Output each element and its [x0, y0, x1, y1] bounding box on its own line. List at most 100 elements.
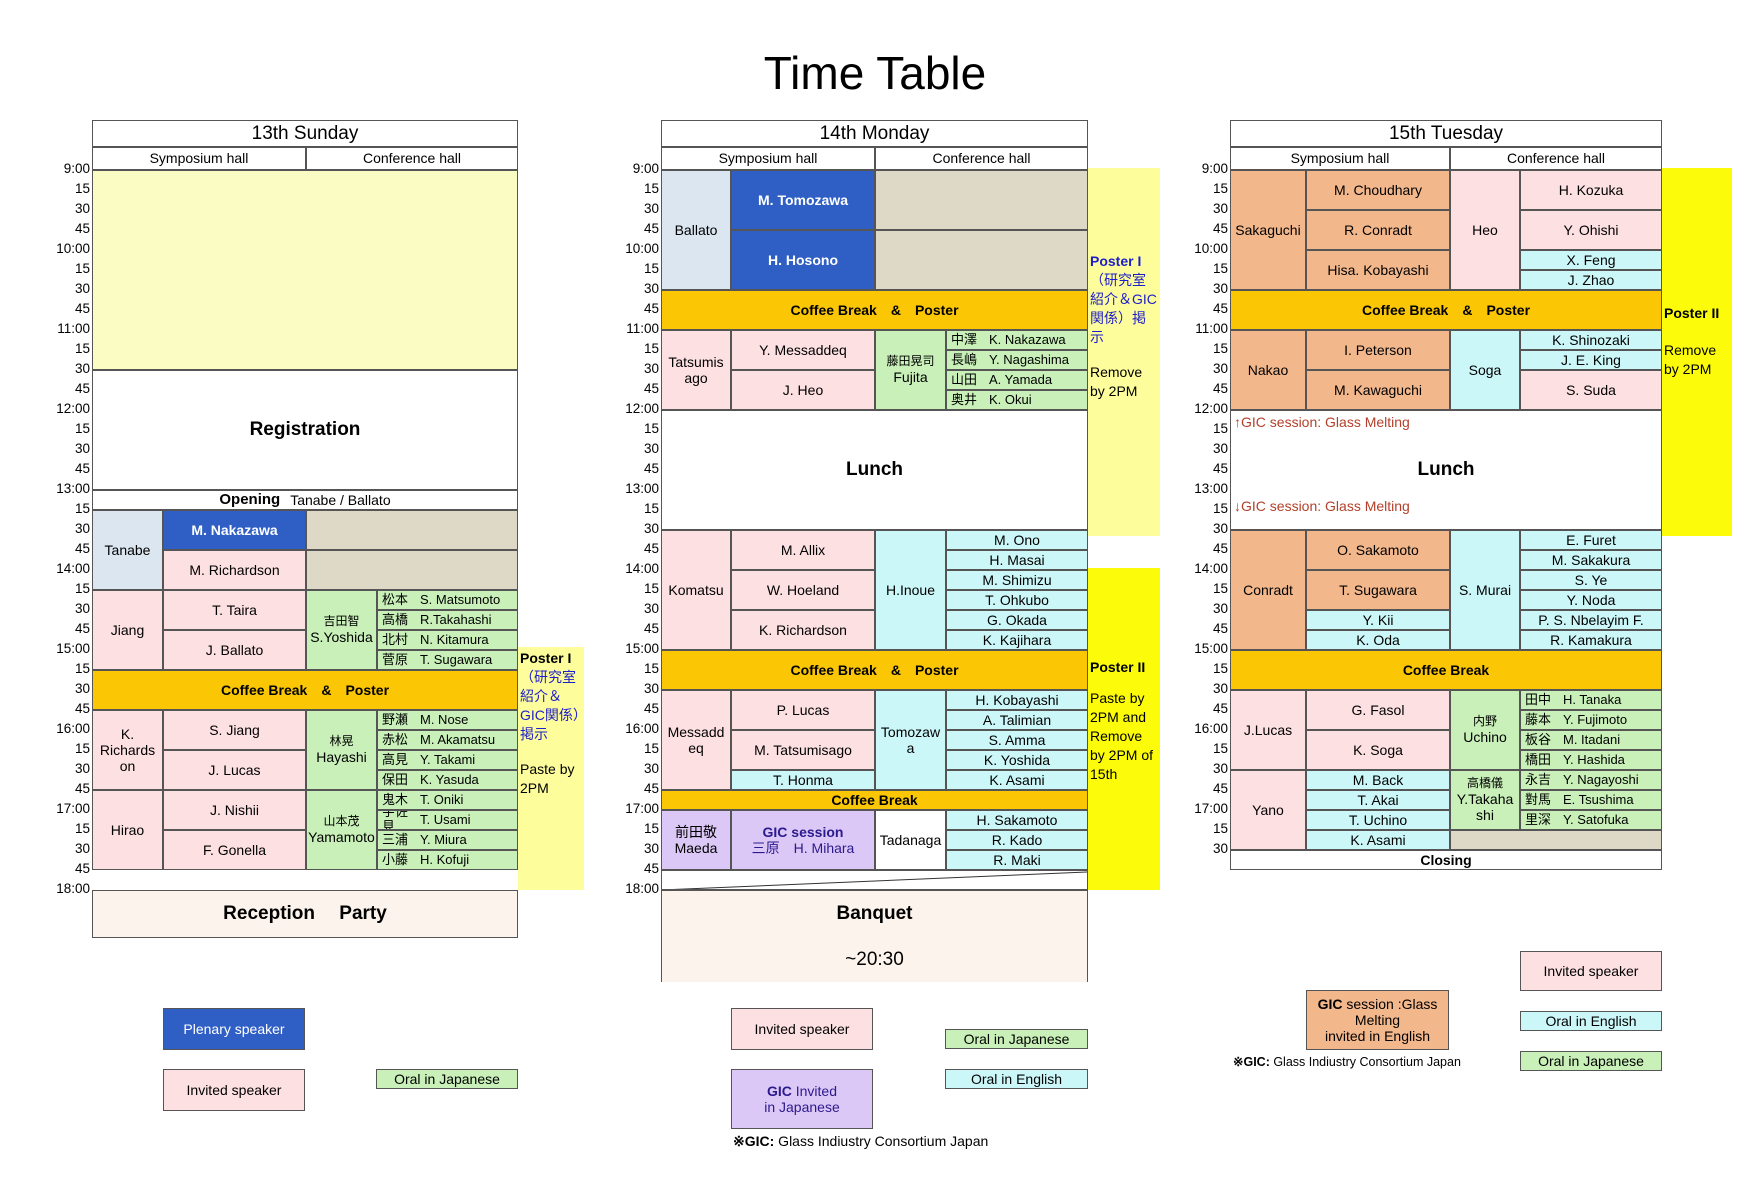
en-name: K. Yasuda — [420, 771, 479, 787]
oral-talk: H. Sakamoto — [946, 810, 1088, 830]
poster-panel: Poster II Remove by 2PM — [1662, 168, 1732, 536]
session-chair: Yano — [1230, 770, 1306, 850]
en-name: Y. Nagashima — [989, 351, 1069, 367]
time-label: 45 — [1212, 301, 1228, 316]
reception: Reception Party — [92, 890, 518, 938]
time-label: 17:00 — [56, 801, 90, 816]
oral-talk: K. Asami — [946, 770, 1088, 790]
jp-name: 菅原 — [382, 651, 409, 667]
time-label: 30 — [74, 681, 90, 696]
session-chair: Jiang — [92, 590, 163, 670]
invited-talk: M. Tatsumisago — [731, 730, 875, 770]
en-name: K. Nakazawa — [989, 331, 1066, 347]
legend-oral-en: Oral in English — [945, 1069, 1088, 1089]
time-label: 15 — [74, 341, 90, 356]
jp-name: 山田 — [951, 371, 978, 387]
en-name: Yamamoto — [308, 828, 375, 845]
time-label: 13:00 — [1194, 481, 1228, 496]
oral-talk: 橋田 Y. Hashida — [1520, 750, 1662, 770]
en-name: A. Yamada — [989, 371, 1053, 387]
en-name: K. Okui — [989, 391, 1032, 407]
time-label: 15 — [643, 741, 659, 756]
oral-talk: A. Talimian — [946, 710, 1088, 730]
day-header: 15th Tuesday — [1230, 120, 1662, 147]
time-label: 45 — [74, 541, 90, 556]
jp-name: 宇佐見 — [382, 810, 409, 830]
plenary-talk: H. Hosono — [731, 230, 875, 290]
empty-slot — [875, 170, 1088, 230]
time-label: 15 — [74, 181, 90, 196]
session-chair: S. Murai — [1450, 530, 1520, 650]
jp-name: 赤松 — [382, 731, 409, 747]
jp-name: 長嶋 — [951, 351, 978, 367]
poster-panel: Poster I （研究室紹介＆GIC関係）掲示 Paste by 2PM — [518, 647, 584, 890]
time-label: 30 — [74, 841, 90, 856]
oral-talk: Y. Kii — [1306, 610, 1450, 630]
poster-note: Paste by 2PM — [520, 761, 575, 796]
gic-talk: Hisa. Kobayashi — [1306, 250, 1450, 290]
footnote-rest: Glass Indiustry Consortium Japan — [774, 1133, 989, 1149]
coffee-break: Coffee Break & Poster — [661, 650, 1088, 690]
oral-talk: K. Kajihara — [946, 630, 1088, 650]
time-label: 11:00 — [57, 321, 90, 336]
day-header: 14th Monday — [661, 120, 1088, 147]
time-label: 15:00 — [56, 641, 90, 656]
oral-talk: T. Honma — [731, 770, 875, 790]
banquet-label: Banquet — [836, 902, 913, 924]
registration: Registration — [92, 370, 518, 490]
time-label: 45 — [1212, 541, 1228, 556]
en-name: M. Itadani — [1563, 731, 1621, 747]
legend-oral-jp: Oral in Japanese — [945, 1029, 1088, 1049]
oral-talk: 中澤 K. Nakazawa — [946, 330, 1088, 350]
empty-slot — [875, 230, 1088, 290]
invited-talk: S. Jiang — [163, 710, 306, 750]
lunch: Lunch — [1230, 410, 1662, 530]
jp-name: 山本茂 — [323, 814, 360, 829]
legend-oral-jp: Oral in Japanese — [1520, 1051, 1662, 1071]
oral-talk: J. E. King — [1520, 350, 1662, 370]
time-label: 15 — [643, 261, 659, 276]
time-label: 45 — [1212, 381, 1228, 396]
gic-talk: T. Sugawara — [1306, 570, 1450, 610]
jp-name: 高橋儀 — [1466, 776, 1503, 790]
time-label: 30 — [643, 201, 659, 216]
time-label: 30 — [1212, 201, 1228, 216]
empty-slot — [306, 550, 518, 590]
oral-talk: X. Feng — [1520, 250, 1662, 270]
session-chair: Tatsumis ago — [661, 330, 731, 410]
hall-header: Conference hall — [875, 147, 1088, 170]
invited-talk: K. Soga — [1306, 730, 1450, 770]
invited-talk: S. Suda — [1520, 370, 1662, 410]
time-label: 45 — [74, 781, 90, 796]
invited-talk: M. Allix — [731, 530, 875, 570]
poster-note: Remove by 2PM — [1664, 342, 1717, 377]
opening-label: Opening — [219, 491, 281, 509]
time-label: 15 — [74, 501, 90, 516]
oral-talk: 松本 S. Matsumoto — [377, 590, 518, 610]
invited-talk: G. Fasol — [1306, 690, 1450, 730]
time-label: 9:00 — [632, 161, 659, 176]
gic-footnote: ※GIC: Glass Indiustry Consortium Japan — [1233, 1054, 1461, 1069]
oral-talk: 宇佐見 T. Usami — [377, 810, 518, 830]
gic-session: GIC session 三原 H. Mihara — [731, 810, 875, 870]
time-label: 30 — [74, 361, 90, 376]
oral-talk: S. Ye — [1520, 570, 1662, 590]
time-label: 45 — [643, 301, 659, 316]
en-name: Fujita — [893, 368, 928, 385]
jp-name: 藤本 — [1525, 711, 1552, 727]
session-chair: Conradt — [1230, 530, 1306, 650]
gic-talk: O. Sakamoto — [1306, 530, 1450, 570]
oral-talk: 奥井 K. Okui — [946, 390, 1088, 410]
oral-talk: H. Masai — [946, 550, 1088, 570]
oral-talk: 藤本 Y. Fujimoto — [1520, 710, 1662, 730]
jp-name: 高橋 — [382, 611, 409, 627]
invited-talk: T. Taira — [163, 590, 306, 630]
opening-names: Tanabe / Ballato — [290, 491, 391, 508]
oral-talk: 板谷 M. Itadani — [1520, 730, 1662, 750]
coffee-break: Coffee Break — [661, 790, 1088, 810]
en-name: T. Oniki — [420, 791, 464, 807]
en-name: Y. Takami — [420, 751, 476, 767]
time-label: 30 — [1212, 761, 1228, 776]
poster-panel: Poster II Paste by 2PM and Remove by 2PM … — [1088, 568, 1160, 890]
session-chair: Tanabe — [92, 510, 163, 590]
